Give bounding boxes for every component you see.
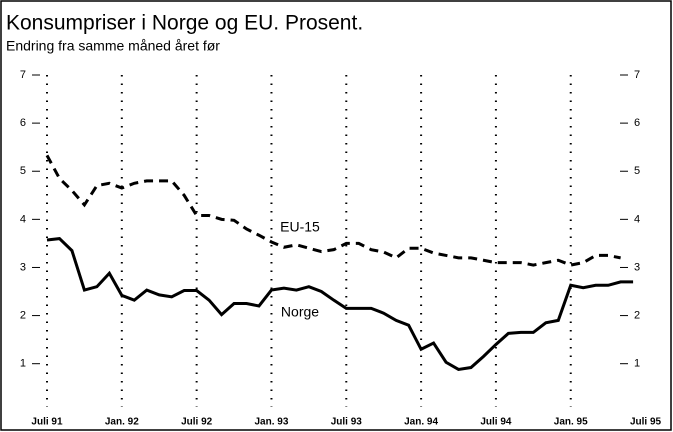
y2-tick-label: 1 <box>634 358 640 370</box>
chart-title: Konsumpriser i Norge og EU. Prosent. <box>6 12 363 35</box>
y2-tick-label: 4 <box>634 213 640 225</box>
y2-tick-label: 2 <box>634 309 640 321</box>
chart-subtitle: Endring fra samme måned året før <box>6 38 220 54</box>
y-tick-label: 2 <box>20 309 26 321</box>
x-tick-label: Jan. 92 <box>105 417 139 428</box>
x-tick-label: Jan. 95 <box>554 417 588 428</box>
y2-tick-label: 3 <box>634 261 640 273</box>
y-tick-label: 3 <box>20 261 26 273</box>
y2-tick-label: 7 <box>634 69 640 81</box>
y-tick-label: 1 <box>20 358 26 370</box>
y-tick-label: 5 <box>20 165 26 177</box>
x-tick-label: Juli 93 <box>331 417 363 428</box>
series-line <box>45 154 621 267</box>
x-tick-label: Jan. 94 <box>404 417 438 428</box>
y-tick-label: 7 <box>20 69 26 81</box>
series-label: EU-15 <box>280 219 320 235</box>
series-line <box>46 237 634 372</box>
series-label: Norge <box>281 304 319 320</box>
y2-tick-label: 5 <box>634 165 640 177</box>
x-tick-label: Juli 95 <box>630 417 662 428</box>
y-tick-label: 4 <box>20 213 26 225</box>
x-tick-label: Juli 91 <box>31 417 63 428</box>
y2-tick-label: 6 <box>634 117 640 129</box>
x-tick-label: Juli 94 <box>480 417 512 428</box>
x-tick-label: Jan. 93 <box>254 417 288 428</box>
y-tick-label: 6 <box>20 117 26 129</box>
x-tick-label: Juli 92 <box>181 417 213 428</box>
